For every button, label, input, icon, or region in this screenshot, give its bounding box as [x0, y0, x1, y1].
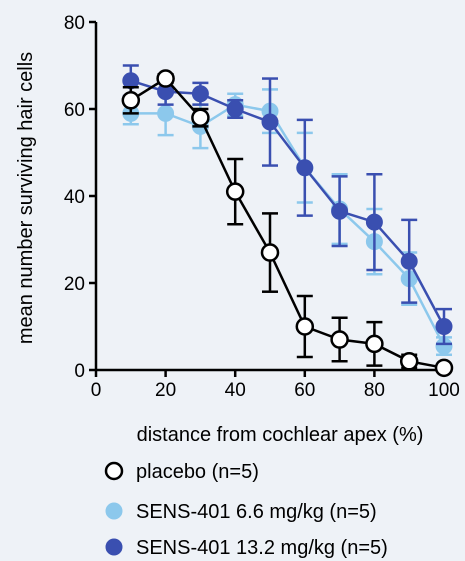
legend-item: SENS-401 6.6 mg/kg (n=5): [105, 501, 377, 523]
data-point: [365, 334, 384, 354]
y-tick-label: 20: [64, 274, 85, 295]
data-point: [434, 358, 454, 378]
series-0: [121, 69, 454, 378]
legend-marker: [105, 502, 123, 520]
legend-item: placebo (n=5): [104, 461, 259, 483]
data-point: [331, 202, 349, 220]
data-point: [121, 91, 141, 110]
data-point: [295, 317, 315, 336]
y-axis-title: mean number surviving hair cells: [15, 52, 37, 344]
data-point: [435, 318, 453, 335]
x-tick-label: 40: [225, 380, 246, 401]
series-1: [122, 88, 453, 357]
data-point: [330, 330, 349, 349]
data-point: [399, 352, 419, 371]
y-tick-label: 0: [74, 361, 85, 382]
data-point: [296, 159, 314, 177]
x-tick-label: 0: [91, 380, 102, 401]
axes: 0 20 40 60 80 100 0 20 40 60 80: [64, 13, 460, 401]
data-point: [260, 243, 280, 262]
legend-marker: [104, 461, 124, 481]
data-point: [191, 85, 209, 103]
y-tick-label: 60: [64, 100, 85, 121]
x-axis-title: distance from cochlear apex (%): [137, 424, 424, 446]
data-point: [157, 104, 175, 122]
legend-label: SENS-401 6.6 mg/kg (n=5): [136, 501, 377, 523]
x-tick-label: 20: [155, 380, 176, 401]
x-tick-label: 80: [364, 380, 385, 401]
data-point: [191, 108, 210, 127]
data-point: [261, 113, 279, 131]
series-line: [130, 79, 446, 328]
y-tick-label: 40: [64, 187, 85, 208]
series-2: [122, 64, 453, 346]
y-tick-label: 80: [64, 13, 85, 34]
series-line: [130, 76, 445, 370]
legend-marker: [105, 538, 123, 556]
data-point: [226, 100, 244, 118]
x-tick-label: 60: [294, 380, 315, 401]
series-layer: [121, 64, 454, 378]
data-point: [156, 69, 175, 88]
legend-item: SENS-401 13.2 mg/kg (n=5): [105, 537, 388, 559]
legend-label: SENS-401 13.2 mg/kg (n=5): [136, 537, 388, 559]
data-point: [365, 213, 383, 231]
x-tick-label: 100: [428, 380, 460, 401]
series-line: [130, 103, 446, 347]
legend: placebo (n=5) SENS-401 6.6 mg/kg (n=5) SEN…: [104, 461, 388, 559]
legend-label: placebo (n=5): [136, 461, 259, 483]
data-point: [400, 252, 418, 270]
data-point: [225, 182, 245, 201]
